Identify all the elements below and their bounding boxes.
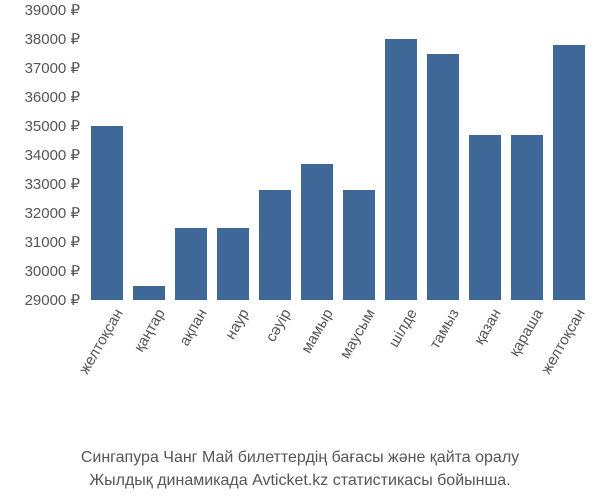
bar [511,135,544,300]
bar [217,228,250,301]
y-tick-label: 33000 ₽ [4,175,80,193]
bar [469,135,502,300]
bar [385,39,418,300]
y-tick-label: 30000 ₽ [4,262,80,280]
caption-line-1: Сингапура Чанг Май билеттердің бағасы жә… [0,447,600,469]
y-tick-label: 38000 ₽ [4,30,80,48]
bar [301,164,334,300]
bar [553,45,586,300]
price-bar-chart: 29000 ₽ 30000 ₽ 31000 ₽ 32000 ₽ 33000 ₽ 34000… [0,0,600,500]
bar [91,126,124,300]
y-tick-label: 34000 ₽ [4,146,80,164]
y-tick-label: 39000 ₽ [4,1,80,19]
bar [175,228,208,301]
caption-line-2: Жылдық динамикада Avticket.kz статистика… [0,470,600,492]
chart-caption: Сингапура Чанг Май билеттердің бағасы жә… [0,447,600,492]
y-tick-label: 37000 ₽ [4,59,80,77]
y-tick-label: 35000 ₽ [4,117,80,135]
y-tick-label: 32000 ₽ [4,204,80,222]
bar [343,190,376,300]
plot-area [86,10,590,300]
bar [259,190,292,300]
bar [427,54,460,301]
y-tick-label: 31000 ₽ [4,233,80,251]
y-tick-label: 36000 ₽ [4,88,80,106]
bar [133,286,166,301]
y-tick-label: 29000 ₽ [4,291,80,309]
